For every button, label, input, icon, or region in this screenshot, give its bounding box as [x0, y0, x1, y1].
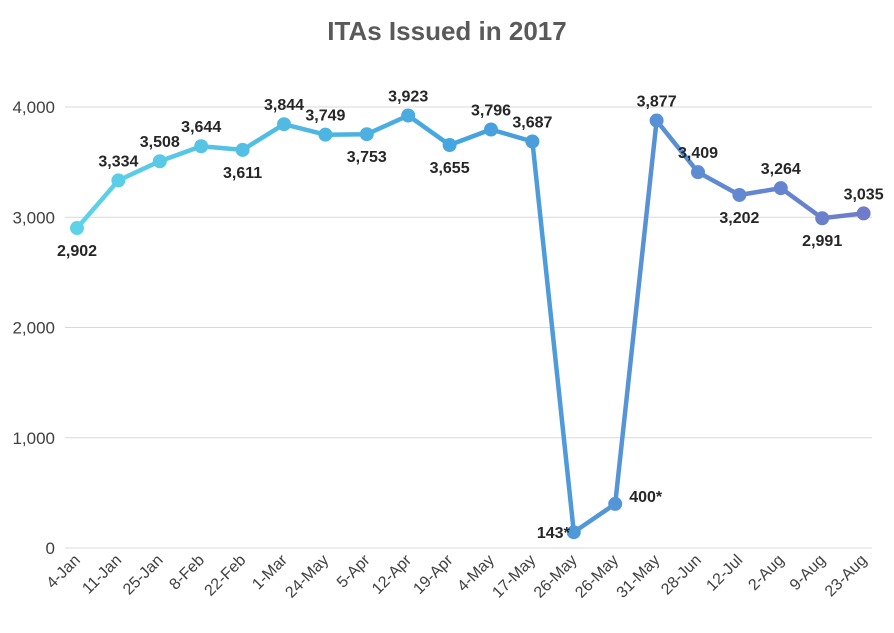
data-point	[401, 108, 416, 123]
data-point	[359, 127, 374, 142]
x-tick-label: 31-May	[614, 552, 664, 602]
data-point	[691, 165, 705, 180]
data-point	[152, 154, 167, 169]
data-label: 3,877	[637, 94, 677, 111]
x-tick-label: 2-Aug	[745, 552, 787, 594]
x-tick-label: 26-May	[531, 552, 581, 602]
x-tick-label: 12-Jul	[703, 552, 746, 595]
data-point	[277, 117, 291, 132]
data-label: 3,035	[844, 186, 884, 203]
data-label: 3,264	[761, 161, 801, 178]
x-tick-label: 22-Feb	[202, 552, 250, 600]
x-tick-label: 11-Jan	[79, 552, 125, 598]
y-tick-label: 0	[46, 539, 55, 558]
y-tick-label: 3,000	[12, 208, 55, 227]
data-point	[608, 496, 623, 511]
x-tick-label: 19-Apr	[410, 551, 456, 597]
data-label: 3,644	[181, 119, 221, 136]
data-label: 3,923	[388, 88, 428, 105]
y-tick-label: 2,000	[12, 319, 55, 338]
x-tick-label: 23-Aug	[822, 552, 871, 601]
y-tick-label: 1,000	[12, 429, 55, 448]
data-point	[442, 138, 457, 153]
series-line	[74, 113, 866, 535]
data-point	[318, 127, 333, 142]
x-tick-label: 25-Jan	[120, 552, 167, 599]
data-label: 3,749	[305, 108, 345, 125]
data-point	[194, 139, 209, 154]
data-label: 3,508	[140, 134, 180, 151]
chart-title: ITAs Issued in 2017	[327, 16, 567, 46]
data-label: 3,844	[264, 97, 304, 114]
data-label: 2,902	[57, 243, 97, 260]
data-point	[235, 142, 250, 157]
data-label: 3,796	[471, 102, 511, 119]
x-tick-label: 17-May	[489, 552, 539, 602]
x-tick-label: 28-Jun	[658, 552, 705, 599]
data-label: 3,409	[678, 145, 718, 162]
data-point	[566, 525, 581, 540]
data-label: 3,334	[98, 153, 138, 170]
data-point	[773, 181, 788, 196]
data-point	[111, 173, 126, 188]
data-label: 400*	[629, 489, 663, 506]
data-label: 3,655	[430, 160, 470, 177]
data-point	[856, 206, 871, 221]
x-tick-label: 24-May	[282, 552, 332, 602]
data-label: 3,202	[719, 210, 759, 227]
x-tick-label: 12-Apr	[369, 551, 415, 597]
data-label: 2,991	[802, 233, 842, 250]
data-point	[525, 134, 540, 149]
data-label: 3,687	[512, 115, 552, 132]
x-tick-label: 26-May	[572, 552, 622, 602]
data-point	[649, 113, 664, 128]
data-point	[732, 187, 747, 202]
data-point	[815, 211, 830, 226]
data-point	[484, 122, 498, 137]
y-tick-label: 4,000	[12, 98, 55, 117]
data-label: 3,753	[347, 149, 387, 166]
data-point	[70, 221, 84, 236]
data-label: 3,611	[223, 165, 262, 182]
data-label: 143*	[537, 525, 571, 542]
